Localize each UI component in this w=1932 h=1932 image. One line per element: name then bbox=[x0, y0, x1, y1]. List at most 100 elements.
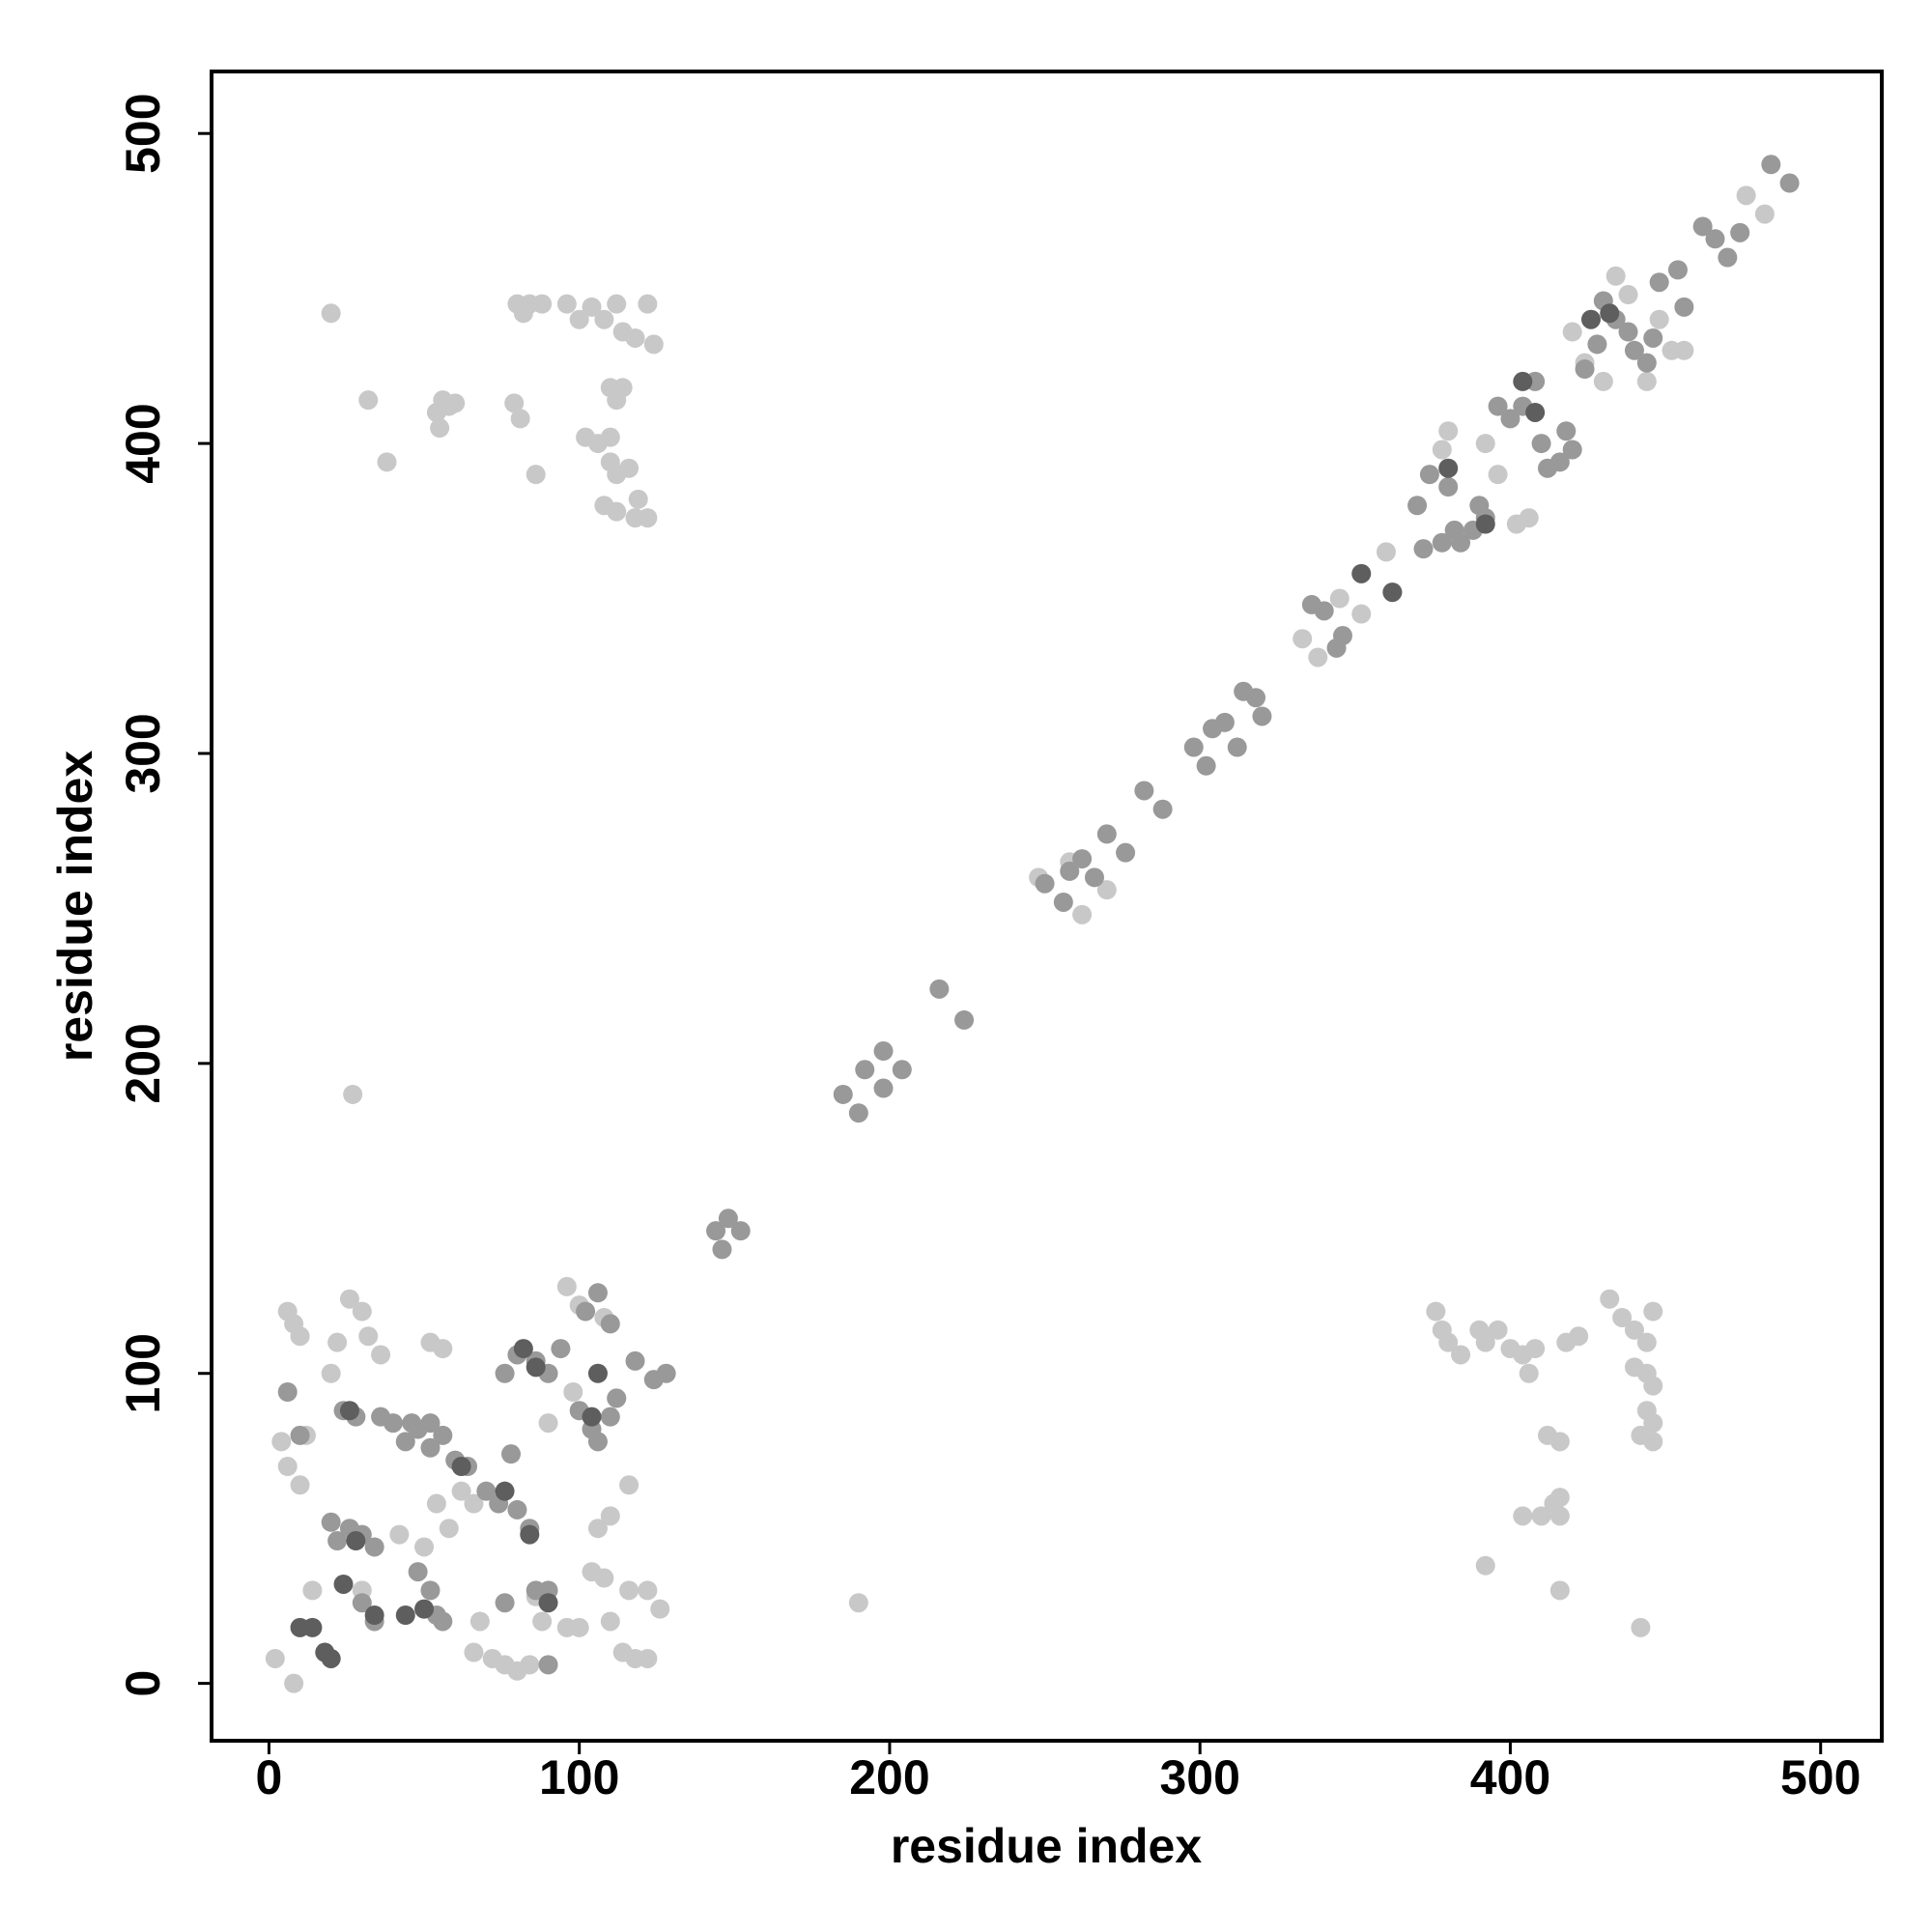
point bbox=[600, 427, 620, 447]
point bbox=[1246, 688, 1266, 708]
point bbox=[290, 1425, 310, 1445]
point bbox=[476, 1481, 497, 1501]
point bbox=[1451, 1345, 1471, 1365]
point bbox=[1718, 247, 1738, 268]
point bbox=[1667, 260, 1688, 280]
point bbox=[1413, 539, 1434, 559]
point bbox=[1618, 322, 1638, 342]
point bbox=[706, 1221, 726, 1241]
point bbox=[1761, 155, 1781, 175]
y-tick-label: 400 bbox=[116, 403, 170, 483]
point bbox=[638, 1580, 658, 1601]
point bbox=[1513, 1506, 1533, 1526]
point bbox=[277, 1457, 298, 1477]
point bbox=[1475, 434, 1495, 454]
point bbox=[612, 378, 633, 398]
point bbox=[1072, 849, 1093, 869]
point bbox=[302, 1580, 323, 1601]
point bbox=[1674, 297, 1694, 317]
point bbox=[277, 1381, 298, 1402]
point bbox=[569, 1617, 589, 1637]
x-tick-label: 200 bbox=[849, 1750, 929, 1804]
point bbox=[643, 334, 664, 355]
point bbox=[556, 294, 577, 314]
point bbox=[445, 393, 466, 413]
point bbox=[408, 1562, 428, 1582]
point bbox=[538, 1413, 558, 1434]
point bbox=[600, 1611, 620, 1632]
point bbox=[1549, 1580, 1570, 1601]
point bbox=[346, 1531, 366, 1551]
point bbox=[594, 1568, 614, 1588]
point bbox=[414, 1599, 435, 1619]
point bbox=[582, 1406, 602, 1427]
x-tick-label: 100 bbox=[539, 1750, 619, 1804]
point bbox=[1438, 458, 1459, 478]
point bbox=[1643, 1432, 1663, 1452]
point bbox=[1252, 706, 1272, 726]
point bbox=[383, 1413, 403, 1434]
y-axis-title: residue index bbox=[48, 751, 102, 1063]
point bbox=[284, 1673, 304, 1693]
x-tick-label: 400 bbox=[1470, 1750, 1550, 1804]
point bbox=[1072, 904, 1093, 924]
point bbox=[1612, 1307, 1633, 1327]
point bbox=[1500, 409, 1520, 429]
point bbox=[510, 409, 530, 429]
point bbox=[1525, 1339, 1546, 1359]
point bbox=[302, 1617, 323, 1637]
point bbox=[929, 979, 950, 999]
point bbox=[628, 489, 648, 509]
point bbox=[420, 1413, 440, 1434]
point bbox=[638, 508, 658, 528]
point bbox=[954, 1009, 975, 1030]
point bbox=[464, 1493, 484, 1514]
y-tick-label: 0 bbox=[116, 1670, 170, 1697]
point bbox=[1575, 359, 1595, 380]
point bbox=[1475, 514, 1495, 534]
point bbox=[1376, 542, 1396, 562]
point bbox=[1519, 508, 1539, 528]
point bbox=[1214, 712, 1235, 732]
point bbox=[873, 1078, 894, 1098]
point bbox=[1293, 629, 1313, 649]
point bbox=[321, 1363, 341, 1383]
point bbox=[426, 1493, 446, 1514]
point bbox=[395, 1605, 415, 1626]
point bbox=[451, 1481, 471, 1501]
y-tick-label: 500 bbox=[116, 93, 170, 173]
point bbox=[1549, 1488, 1570, 1508]
point bbox=[650, 1599, 670, 1619]
point bbox=[1562, 440, 1582, 460]
point bbox=[1779, 173, 1800, 193]
point bbox=[352, 1593, 372, 1613]
point bbox=[1569, 1326, 1589, 1347]
point bbox=[1134, 781, 1154, 801]
point bbox=[619, 458, 639, 478]
point bbox=[638, 294, 658, 314]
point bbox=[1053, 892, 1073, 912]
point bbox=[600, 1506, 620, 1526]
point bbox=[513, 1339, 533, 1359]
point bbox=[587, 1283, 608, 1303]
point bbox=[1060, 861, 1080, 881]
point bbox=[1196, 755, 1216, 776]
point bbox=[1488, 396, 1508, 416]
point bbox=[600, 1314, 620, 1334]
point bbox=[1314, 601, 1334, 621]
y-tick-label: 200 bbox=[116, 1023, 170, 1103]
point bbox=[1432, 440, 1452, 460]
point bbox=[520, 1524, 540, 1545]
point bbox=[1631, 1617, 1651, 1637]
point bbox=[1351, 563, 1372, 583]
point bbox=[625, 327, 645, 348]
point bbox=[848, 1593, 868, 1613]
point bbox=[1332, 626, 1352, 646]
point bbox=[1519, 1363, 1539, 1383]
point bbox=[495, 1363, 515, 1383]
point bbox=[1426, 1301, 1446, 1321]
point bbox=[1096, 824, 1117, 844]
point bbox=[1556, 421, 1577, 441]
point bbox=[1754, 204, 1775, 224]
